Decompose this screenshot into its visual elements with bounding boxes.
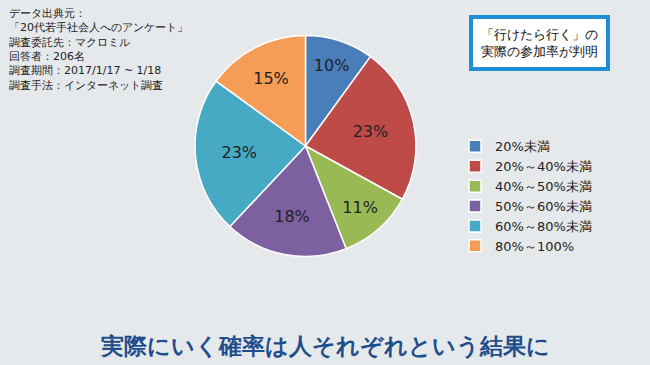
svg-text:60%～80%未満: 60%～80%未満 bbox=[495, 219, 592, 234]
svg-text:データ出典元：「20代若手社会人へのアンケート」調査委託先：: データ出典元：「20代若手社会人へのアンケート」調査委託先：マクロミル回答者：2… bbox=[9, 7, 188, 92]
svg-text:50%～60%未満: 50%～60%未満 bbox=[495, 199, 592, 214]
svg-text:18%: 18% bbox=[274, 207, 310, 226]
svg-text:40%～50%未満: 40%～50%未満 bbox=[495, 179, 592, 194]
svg-text:23%: 23% bbox=[222, 143, 258, 162]
svg-text:10%: 10% bbox=[314, 56, 350, 75]
svg-text:11%: 11% bbox=[342, 198, 378, 217]
svg-text:80%～100%: 80%～100% bbox=[495, 239, 574, 254]
svg-text:「行けたら行く」の実際の参加率が判明: 「行けたら行く」の実際の参加率が判明 bbox=[481, 27, 598, 59]
svg-text:23%: 23% bbox=[353, 122, 389, 141]
svg-text:20%未満: 20%未満 bbox=[495, 139, 550, 154]
svg-text:実際にいく確率は人それぞれという結果に: 実際にいく確率は人それぞれという結果に bbox=[100, 333, 550, 359]
svg-text:20%～40%未満: 20%～40%未満 bbox=[495, 159, 592, 174]
svg-text:15%: 15% bbox=[253, 69, 289, 88]
